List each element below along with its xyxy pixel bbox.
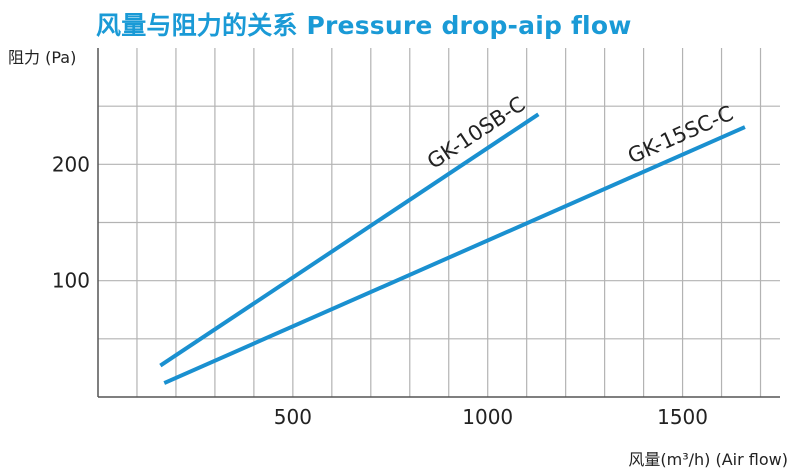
series-line xyxy=(163,125,746,385)
x-tick-label: 1000 xyxy=(462,405,513,429)
x-tick-label: 1500 xyxy=(657,405,708,429)
grid xyxy=(98,48,780,397)
y-axis-label: 阻力 (Pa) xyxy=(8,48,77,67)
series-label: GK-15SC-C xyxy=(624,101,737,168)
axes xyxy=(97,48,780,398)
x-tick-label: 500 xyxy=(274,405,312,429)
tick-labels: 500 1000 1500 100 200 xyxy=(52,152,708,429)
y-tick-label: 200 xyxy=(52,152,90,176)
y-tick-label: 100 xyxy=(52,269,90,293)
series-line xyxy=(159,112,540,368)
x-axis-label: 风量(m³/h) (Air flow) xyxy=(628,450,788,469)
series-lines xyxy=(159,112,746,385)
chart-title: 风量与阻力的关系 Pressure drop-aip flow xyxy=(96,11,632,40)
